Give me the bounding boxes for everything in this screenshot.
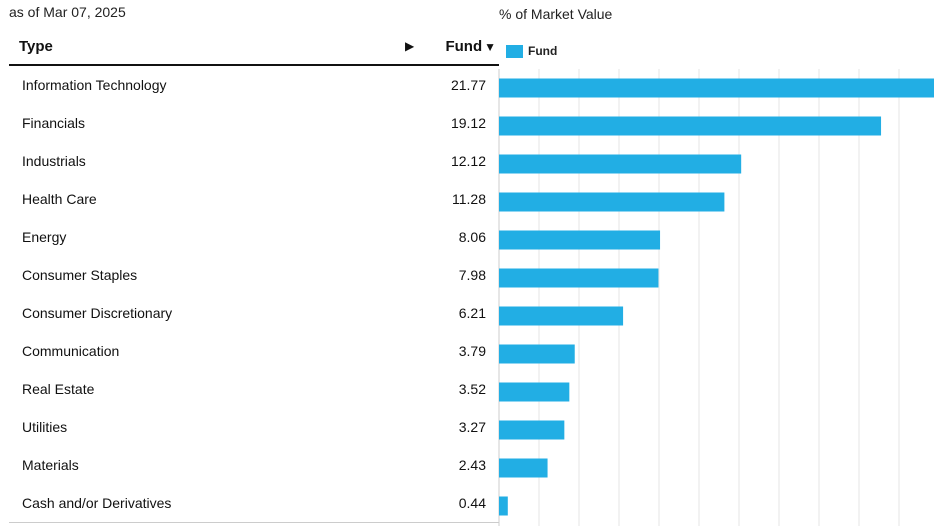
- bar-consumer-staples[interactable]: [499, 268, 659, 288]
- row-fund-value: 3.52: [458, 381, 486, 397]
- table-header: Type ▶ Fund ▼: [9, 30, 499, 66]
- as-of-date: as of Mar 07, 2025: [9, 4, 126, 20]
- bar-consumer-discretionary[interactable]: [499, 306, 624, 326]
- column-header-type[interactable]: Type: [19, 38, 53, 55]
- row-fund-value: 7.98: [458, 267, 486, 283]
- chart-title: % of Market Value: [499, 6, 613, 22]
- row-fund-value: 3.27: [458, 419, 486, 435]
- bar-communication[interactable]: [499, 344, 575, 364]
- row-fund-value: 3.79: [458, 343, 486, 359]
- row-type-label: Consumer Discretionary: [22, 305, 173, 321]
- row-fund-value: 8.06: [458, 229, 486, 245]
- row-fund-value: 12.12: [450, 153, 486, 169]
- table-row: Communication 3.79: [9, 332, 499, 370]
- table-row: Consumer Staples 7.98: [9, 256, 499, 294]
- table-row: Information Technology 21.77: [9, 66, 499, 104]
- bar-information-technology[interactable]: [499, 78, 934, 98]
- row-type-label: Communication: [22, 343, 120, 359]
- allocation-table: Information Technology 21.77 Financials 19.…: [9, 66, 499, 523]
- bar-energy[interactable]: [499, 230, 661, 250]
- table-row: Utilities 3.27: [9, 408, 499, 446]
- row-fund-value: 21.77: [450, 77, 486, 93]
- row-fund-value: 11.28: [452, 191, 486, 207]
- caret-down-icon: ▼: [484, 39, 496, 54]
- bar-real-estate[interactable]: [499, 382, 570, 402]
- table-row: Cash and/or Derivatives 0.44: [9, 484, 499, 522]
- row-type-label: Cash and/or Derivatives: [22, 495, 172, 511]
- bar-financials[interactable]: [499, 116, 882, 136]
- row-fund-value: 19.12: [450, 115, 486, 131]
- bar-materials[interactable]: [499, 458, 548, 478]
- row-type-label: Financials: [22, 115, 86, 131]
- column-header-fund[interactable]: Fund ▼: [445, 38, 496, 55]
- column-header-fund-label: Fund: [445, 38, 483, 55]
- row-type-label: Materials: [22, 457, 79, 473]
- bar-utilities[interactable]: [499, 420, 565, 440]
- legend-label-fund: Fund: [528, 44, 558, 58]
- table-row: Materials 2.43: [9, 446, 499, 484]
- row-type-label: Information Technology: [22, 77, 167, 93]
- chart-legend: Fund: [506, 44, 557, 58]
- row-type-label: Industrials: [22, 153, 86, 169]
- bar-industrials[interactable]: [499, 154, 742, 174]
- row-fund-value: 2.43: [458, 457, 486, 473]
- bar-cash-and-or-derivatives[interactable]: [499, 496, 508, 516]
- row-type-label: Utilities: [22, 419, 68, 435]
- table-row: Consumer Discretionary 6.21: [9, 294, 499, 332]
- row-type-label: Energy: [22, 229, 67, 245]
- bar-health-care[interactable]: [499, 192, 725, 212]
- row-type-label: Consumer Staples: [22, 267, 138, 283]
- row-fund-value: 0.44: [458, 495, 486, 511]
- table-row: Industrials 12.12: [9, 142, 499, 180]
- row-type-label: Health Care: [22, 191, 97, 207]
- row-type-label: Real Estate: [22, 381, 95, 397]
- row-fund-value: 6.21: [458, 305, 486, 321]
- table-row: Health Care 11.28: [9, 180, 499, 218]
- table-row: Energy 8.06: [9, 218, 499, 256]
- legend-swatch-fund: [506, 44, 523, 58]
- play-arrow-icon[interactable]: ▶: [405, 39, 415, 53]
- table-row: Financials 19.12: [9, 104, 499, 142]
- table-row: Real Estate 3.52: [9, 370, 499, 408]
